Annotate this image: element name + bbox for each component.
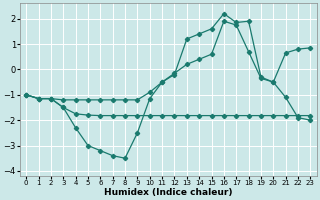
X-axis label: Humidex (Indice chaleur): Humidex (Indice chaleur) bbox=[104, 188, 233, 197]
